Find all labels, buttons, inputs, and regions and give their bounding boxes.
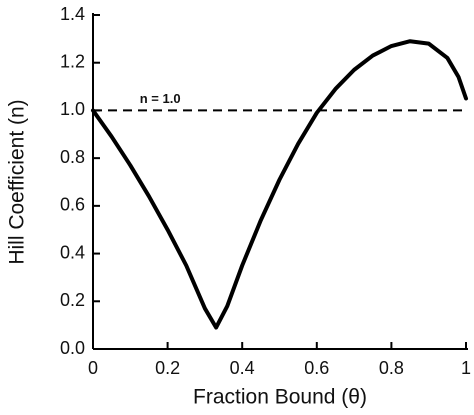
y-tick-label: 1.4 xyxy=(60,4,85,24)
data-line xyxy=(91,39,468,330)
y-tick-label: 1.2 xyxy=(60,51,85,71)
x-tick-label: 0 xyxy=(88,358,98,378)
y-tick-label: 0.0 xyxy=(60,338,85,358)
reference-label: n = 1.0 xyxy=(140,91,181,106)
y-tick-label: 0.8 xyxy=(60,147,85,167)
y-tick-label: 0.6 xyxy=(60,195,85,215)
x-tick-label: 0.4 xyxy=(230,358,255,378)
y-tick-label: 0.2 xyxy=(60,290,85,310)
y-tick-label: 0.4 xyxy=(60,242,85,262)
y-axis-title: Hill Coefficient (n) xyxy=(6,99,29,264)
x-tick-label: 0.6 xyxy=(304,358,329,378)
x-tick-label: 0.8 xyxy=(379,358,404,378)
x-axis-title: Fraction Bound (θ) xyxy=(193,386,367,409)
y-tick-label: 1.0 xyxy=(60,99,85,119)
x-tick-label: 1 xyxy=(461,358,471,378)
x-tick-label: 0.2 xyxy=(155,358,180,378)
